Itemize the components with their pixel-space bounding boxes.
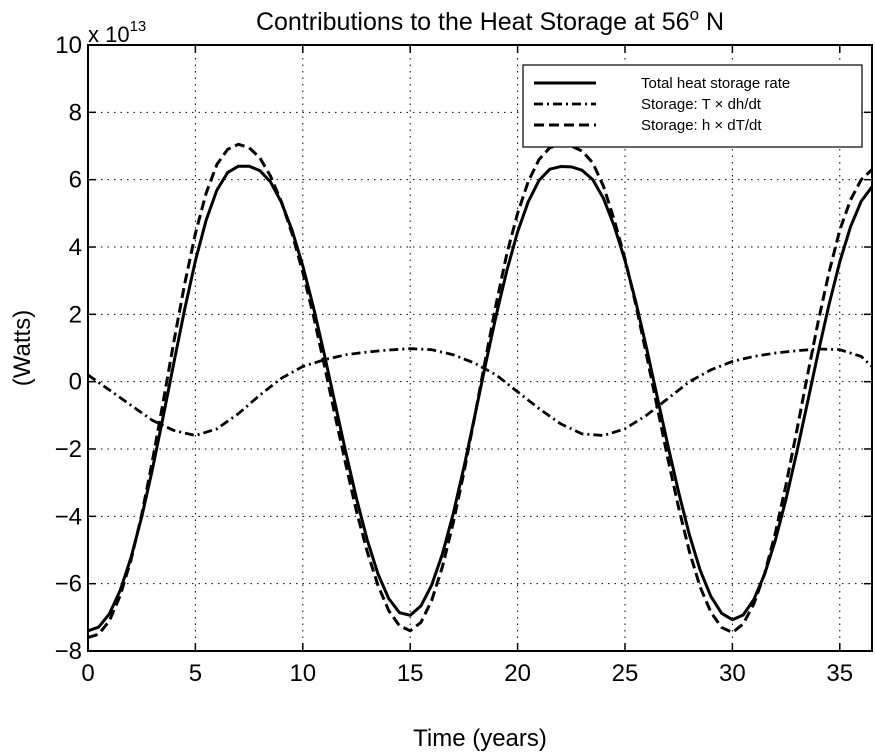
plot-frame xyxy=(87,44,873,652)
y-tick-label: −2 xyxy=(55,436,82,463)
y-axis-multiplier: x 1013 xyxy=(88,18,146,47)
chart-title-suffix: N xyxy=(699,8,724,36)
y-tick-label: 4 xyxy=(69,234,82,261)
y-tick-label: 10 xyxy=(55,32,82,59)
y-axis-title: (Watts) xyxy=(9,310,36,386)
chart-title-main: Contributions to the Heat Storage at 56 xyxy=(256,8,690,36)
legend-label-t-dhdt: Storage: T × dh/dt xyxy=(641,96,762,113)
legend-box xyxy=(522,64,863,148)
x-tick-label: 10 xyxy=(289,660,316,687)
ticks xyxy=(87,44,872,652)
y-multiplier-exponent: 13 xyxy=(130,18,147,35)
legend-entry-h-dtdt: Storage: h × dT/dt xyxy=(534,117,762,134)
legend-entry-t-dhdt: Storage: T × dh/dt xyxy=(534,96,762,113)
grid xyxy=(88,45,872,651)
x-axis-title: Time (years) xyxy=(413,725,547,752)
chart-title-degree: o xyxy=(690,5,699,24)
chart-title: Contributions to the Heat Storage at 56o… xyxy=(256,5,724,36)
x-tick-label: 15 xyxy=(397,660,424,687)
tick-labels: 0 5 10 15 20 25 30 35 −8 −6 −4 −2 0 2 4 6 8 10 xyxy=(55,32,854,687)
x-tick-label: 30 xyxy=(719,660,746,687)
series-line-h-dtdt xyxy=(88,142,872,639)
series-line-t-dhdt xyxy=(88,347,872,437)
x-tick-label: 0 xyxy=(81,660,94,687)
y-tick-label: 8 xyxy=(69,99,82,126)
legend: Total heat storage rate Storage: T × dh/… xyxy=(522,64,863,148)
legend-label-h-dtdt: Storage: h × dT/dt xyxy=(641,117,762,134)
series-line-total xyxy=(88,164,872,633)
y-tick-label: 2 xyxy=(69,301,82,328)
x-tick-label: 25 xyxy=(612,660,639,687)
y-tick-label: 0 xyxy=(69,369,82,396)
y-tick-label: −4 xyxy=(55,503,82,530)
y-tick-label: 6 xyxy=(69,167,82,194)
x-tick-label: 5 xyxy=(189,660,202,687)
y-multiplier-base: x 10 xyxy=(88,22,130,47)
y-tick-label: −6 xyxy=(55,571,82,598)
x-tick-label: 35 xyxy=(826,660,853,687)
series-layer xyxy=(88,142,872,639)
legend-label-total: Total heat storage rate xyxy=(641,75,790,92)
x-tick-label: 20 xyxy=(504,660,531,687)
legend-entry-total: Total heat storage rate xyxy=(534,75,790,92)
y-tick-label: −8 xyxy=(55,638,82,665)
